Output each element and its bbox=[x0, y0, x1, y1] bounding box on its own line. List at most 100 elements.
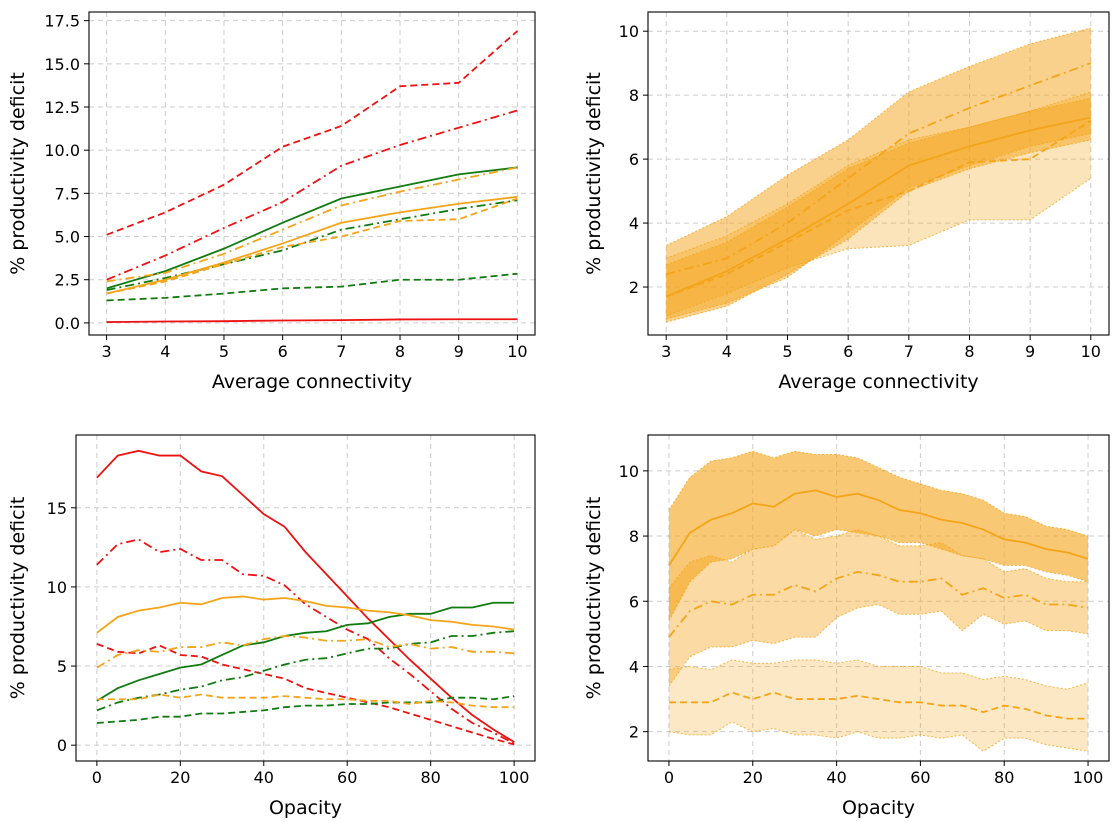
series-line-orange-dashdot bbox=[668, 570, 1089, 638]
y-tick-label: 5 bbox=[57, 657, 67, 676]
series-line-red-dashed bbox=[106, 30, 518, 236]
band-upper-edge-0 bbox=[665, 27, 1091, 246]
y-tick-label: 6 bbox=[629, 592, 639, 611]
plot-area bbox=[96, 449, 515, 746]
series-line-orange-solid bbox=[668, 489, 1089, 566]
x-tick-label: 3 bbox=[102, 342, 112, 361]
x-tick-label: 7 bbox=[336, 342, 346, 361]
x-tick-label: 80 bbox=[421, 768, 441, 787]
series-line-green-dashdot bbox=[106, 199, 518, 291]
y-axis-label: % productivity deficit bbox=[583, 72, 605, 275]
x-tick-label: 60 bbox=[910, 768, 930, 787]
panel-connectivity-bands: 3 4 5 6 7 8 9 10 2 4 6 8 10 Average connectivity % pro… bbox=[583, 11, 1110, 393]
band-lower-edge-1 bbox=[666, 177, 1092, 317]
band-upper-edge-1 bbox=[666, 91, 1091, 259]
y-axis-label: % productivity deficit bbox=[7, 497, 29, 700]
series-line-orange-dashed bbox=[668, 691, 1089, 720]
axes-frame bbox=[647, 434, 1110, 762]
y-tick-label: 10.0 bbox=[44, 141, 80, 160]
series-line-orange-solid bbox=[96, 595, 515, 634]
y-tick-label: 0 bbox=[57, 736, 67, 755]
y-tick-label: 2 bbox=[629, 278, 639, 297]
confidence-band-2 bbox=[666, 98, 1091, 320]
y-tick-label: 4 bbox=[629, 657, 639, 676]
band-lower-edge-2 bbox=[666, 133, 1091, 320]
y-tick-label: 15 bbox=[47, 499, 67, 518]
x-tick-label: 4 bbox=[722, 342, 732, 361]
y-tick-label: 0.0 bbox=[55, 314, 80, 333]
panel-opacity-bands: 0 20 40 60 80 100 2 4 6 8 10 Opacity % productivity … bbox=[583, 434, 1110, 819]
x-axis-label: Opacity bbox=[269, 797, 342, 819]
x-tick-label: 8 bbox=[395, 342, 405, 361]
x-tick-label: 0 bbox=[664, 768, 674, 787]
y-axis-label: % productivity deficit bbox=[7, 72, 29, 275]
series-line-orange-dashed bbox=[665, 119, 1092, 298]
y-axis-label: % productivity deficit bbox=[583, 497, 605, 700]
x-tick-label: 9 bbox=[1025, 342, 1035, 361]
x-tick-label: 4 bbox=[160, 342, 170, 361]
series-line-orange-dashdot bbox=[665, 62, 1092, 276]
y-tick-label: 10 bbox=[47, 578, 67, 597]
axes-frame bbox=[75, 434, 536, 762]
series-line-red-dashdot bbox=[106, 109, 518, 281]
series-line-orange-solid bbox=[106, 195, 518, 295]
x-tick-label: 10 bbox=[1081, 342, 1101, 361]
y-tick-label: 2.5 bbox=[55, 271, 80, 290]
band-upper-edge-0 bbox=[668, 450, 1089, 537]
y-tick-label: 8 bbox=[629, 527, 639, 546]
x-tick-label: 100 bbox=[1073, 768, 1104, 787]
series-line-green-dashed bbox=[96, 695, 515, 724]
x-tick-label: 80 bbox=[994, 768, 1014, 787]
band-upper-edge-2 bbox=[668, 659, 1089, 690]
series-line-green-dashed bbox=[106, 272, 518, 302]
series-line-red-dashdot bbox=[96, 538, 515, 745]
x-tick-label: 100 bbox=[499, 768, 530, 787]
series-line-green-solid bbox=[106, 166, 518, 290]
y-tick-label: 2 bbox=[629, 723, 639, 742]
y-tick-label: 8 bbox=[629, 86, 639, 105]
confidence-band-1 bbox=[666, 91, 1091, 316]
series-line-orange-dashdot bbox=[96, 635, 515, 669]
band-lower-edge-0 bbox=[666, 139, 1091, 323]
x-tick-label: 5 bbox=[219, 342, 229, 361]
plot-area bbox=[668, 450, 1089, 752]
series-line-orange-dashdot bbox=[106, 166, 518, 283]
x-tick-label: 3 bbox=[661, 342, 671, 361]
y-tick-label: 17.5 bbox=[44, 12, 80, 31]
x-tick-label: 10 bbox=[507, 342, 527, 361]
band-upper-edge-2 bbox=[666, 97, 1091, 266]
panel-connectivity-lines: 3 4 5 6 7 8 9 10 0.0 2.5 5.0 7.5 10.0 12.5 15.0 17.5 Ave… bbox=[7, 11, 536, 393]
x-axis-label: Average connectivity bbox=[778, 371, 978, 393]
y-tick-label: 12.5 bbox=[44, 98, 80, 117]
y-tick-label: 15.0 bbox=[44, 55, 80, 74]
x-axis-label: Opacity bbox=[842, 797, 915, 819]
x-tick-label: 0 bbox=[92, 768, 102, 787]
y-tick-label: 6 bbox=[629, 150, 639, 169]
band-lower-edge-2 bbox=[668, 721, 1089, 752]
x-axis-label: Average connectivity bbox=[212, 371, 412, 393]
axes-frame bbox=[647, 11, 1110, 336]
x-tick-label: 40 bbox=[826, 768, 846, 787]
y-tick-label: 5.0 bbox=[55, 228, 80, 247]
series-line-green-dashdot bbox=[96, 630, 515, 712]
confidence-band-2 bbox=[668, 659, 1089, 752]
x-tick-label: 40 bbox=[254, 768, 274, 787]
x-tick-label: 9 bbox=[454, 342, 464, 361]
series-line-orange-dashed bbox=[106, 197, 518, 295]
x-tick-label: 6 bbox=[278, 342, 288, 361]
x-tick-label: 60 bbox=[337, 768, 357, 787]
plot-area bbox=[665, 27, 1092, 323]
band-lower-edge-1 bbox=[668, 604, 1089, 687]
series-line-red-solid bbox=[106, 318, 518, 323]
axes-frame bbox=[88, 11, 536, 336]
x-tick-label: 20 bbox=[743, 768, 763, 787]
x-tick-label: 6 bbox=[843, 342, 853, 361]
confidence-band-0 bbox=[668, 451, 1089, 621]
series-line-green-solid bbox=[96, 601, 515, 702]
y-tick-label: 4 bbox=[629, 214, 639, 233]
series-line-orange-dashed bbox=[96, 693, 515, 709]
x-tick-label: 5 bbox=[782, 342, 792, 361]
plot-area bbox=[106, 30, 518, 323]
band-lower-edge-0 bbox=[668, 528, 1089, 622]
